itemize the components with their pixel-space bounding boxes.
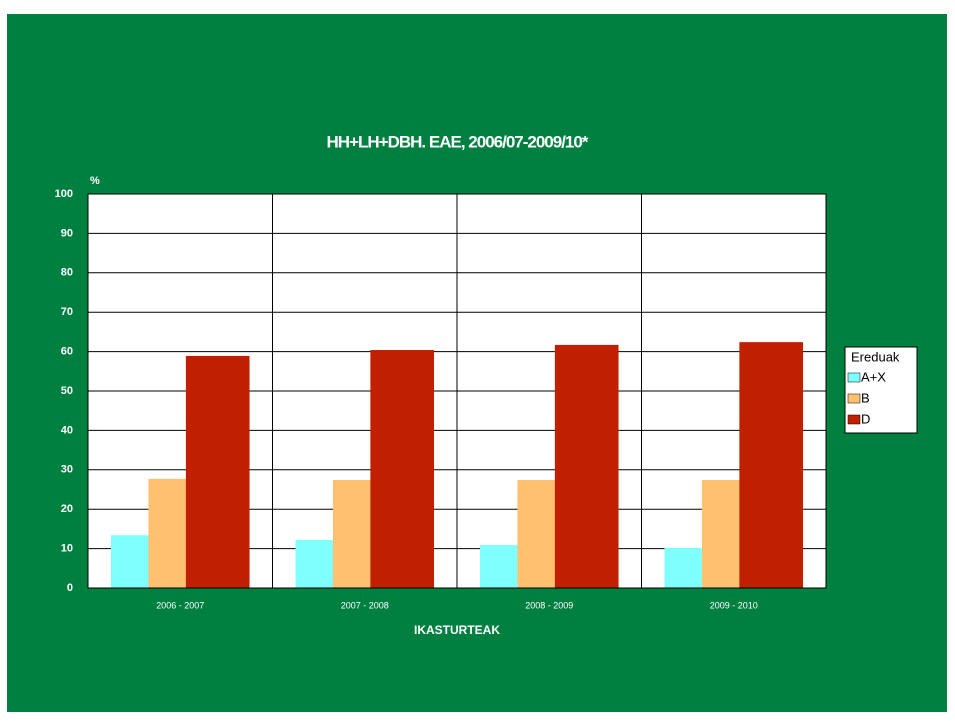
x-tick-label: 2007 - 2008	[341, 600, 389, 610]
x-tick-label: 2006 - 2007	[156, 600, 204, 610]
bar	[185, 355, 250, 588]
y-tick-label: 30	[61, 464, 73, 476]
y-axis-label: %	[90, 175, 100, 187]
plot-border	[87, 193, 827, 589]
y-tick-label: 100	[55, 188, 73, 200]
plot	[88, 193, 826, 589]
legend-label: B	[861, 390, 870, 405]
bar	[554, 344, 619, 588]
y-tick-label: 80	[61, 267, 73, 279]
legend-title: Ereduak	[851, 349, 900, 364]
y-tick-label: 70	[61, 306, 73, 318]
legend-label: D	[861, 411, 870, 426]
y-tick-label: 50	[61, 385, 73, 397]
y-tick-label: 90	[61, 227, 73, 239]
legend: Ereduak A+X BD	[844, 346, 918, 434]
y-tick-label: 60	[61, 346, 73, 358]
y-tick-label: 40	[61, 424, 73, 436]
x-tick-label: 2009 - 2010	[710, 600, 758, 610]
bar	[370, 350, 435, 588]
x-axis-label: IKASTURTEAK	[414, 623, 500, 637]
y-tick-label: 0	[67, 582, 73, 594]
y-tick-label: 20	[61, 503, 73, 515]
bar	[739, 342, 804, 588]
legend-swatch	[847, 393, 861, 404]
x-tick-label: 2008 - 2009	[525, 600, 573, 610]
y-tick-label: 10	[61, 543, 73, 555]
legend-swatch	[847, 414, 861, 425]
legend-swatch	[847, 372, 861, 383]
legend-label: A+X	[861, 369, 886, 384]
chart-title: HH+LH+DBH. EAE, 2006/07-2009/10*	[327, 132, 589, 151]
